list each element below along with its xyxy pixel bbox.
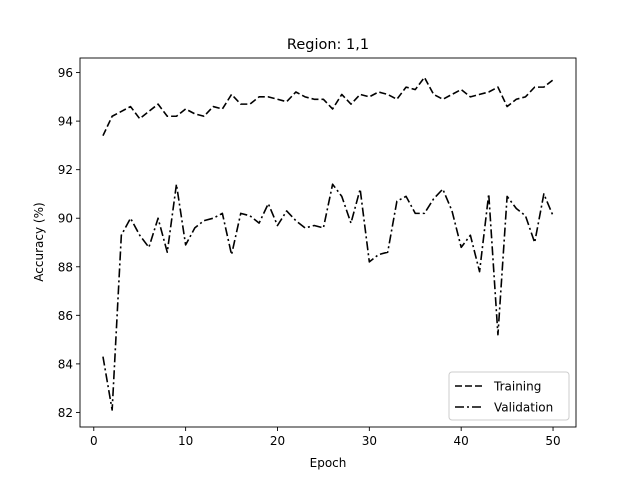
x-tick-label: 50 — [545, 434, 560, 448]
x-tick-label: 0 — [90, 434, 98, 448]
legend-label-training: Training — [493, 380, 541, 394]
y-tick-label: 84 — [58, 357, 73, 371]
y-tick-label: 92 — [58, 163, 73, 177]
y-tick-label: 94 — [58, 115, 73, 129]
y-tick-label: 86 — [58, 309, 73, 323]
x-tick-label: 30 — [362, 434, 377, 448]
legend: Training Validation — [448, 371, 570, 421]
chart-title: Region: 1,1 — [287, 37, 369, 53]
y-tick-label: 88 — [58, 260, 73, 274]
x-tick-label: 10 — [178, 434, 193, 448]
y-tick-label: 90 — [58, 212, 73, 226]
y-tick-label: 96 — [58, 66, 73, 80]
y-tick-label: 82 — [58, 406, 73, 420]
legend-box — [448, 371, 570, 421]
legend-label-validation: Validation — [494, 401, 553, 415]
x-tick-label: 20 — [270, 434, 285, 448]
x-tick-label: 40 — [454, 434, 469, 448]
x-axis-label: Epoch — [310, 456, 347, 470]
axes-frame — [79, 57, 577, 428]
y-axis-label: Accuracy (%) — [32, 202, 46, 281]
series-line-validation — [102, 183, 554, 411]
plot-area: 0 10 20 30 40 50 82 84 86 88 90 92 94 96 — [58, 57, 577, 448]
